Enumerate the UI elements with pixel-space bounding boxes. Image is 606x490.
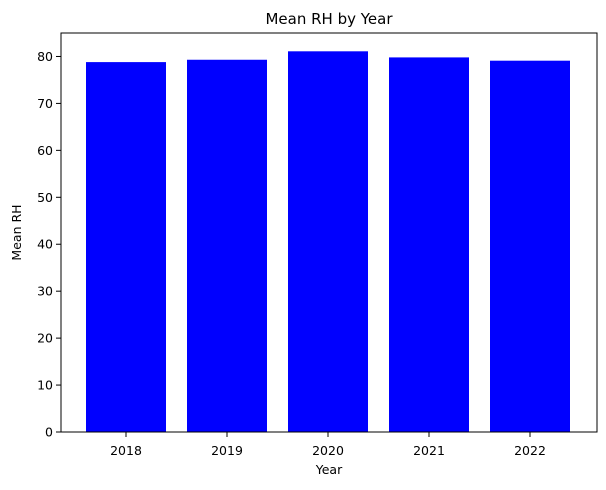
x-tick-label: 2022 (514, 443, 546, 458)
y-tick-label: 40 (37, 237, 53, 252)
bar-2020 (288, 51, 368, 432)
chart-title: Mean RH by Year (265, 10, 393, 28)
bars-group (86, 51, 570, 433)
y-tick-label: 0 (45, 425, 53, 440)
y-tick-label: 70 (37, 96, 53, 111)
y-tick-label: 30 (37, 284, 53, 299)
x-axis-ticks: 2018 2019 2020 2021 2022 (110, 432, 546, 458)
y-tick-label: 10 (37, 378, 53, 393)
bar-2021 (389, 57, 469, 432)
y-tick-label: 60 (37, 143, 53, 158)
x-tick-label: 2019 (211, 443, 243, 458)
x-axis-label: Year (315, 462, 343, 477)
bar-2018 (86, 62, 166, 433)
bar-2022 (490, 60, 570, 433)
y-axis-ticks: 0 10 20 30 40 50 60 70 80 (37, 49, 61, 440)
plot-frame (60, 32, 598, 433)
bar-2019 (187, 59, 267, 432)
y-tick-label: 20 (37, 331, 53, 346)
x-tick-label: 2021 (413, 443, 445, 458)
x-tick-label: 2020 (312, 443, 344, 458)
x-tick-label: 2018 (110, 443, 142, 458)
y-axis-label: Mean RH (9, 204, 24, 260)
y-tick-label: 80 (37, 49, 53, 64)
y-tick-label: 50 (37, 190, 53, 205)
